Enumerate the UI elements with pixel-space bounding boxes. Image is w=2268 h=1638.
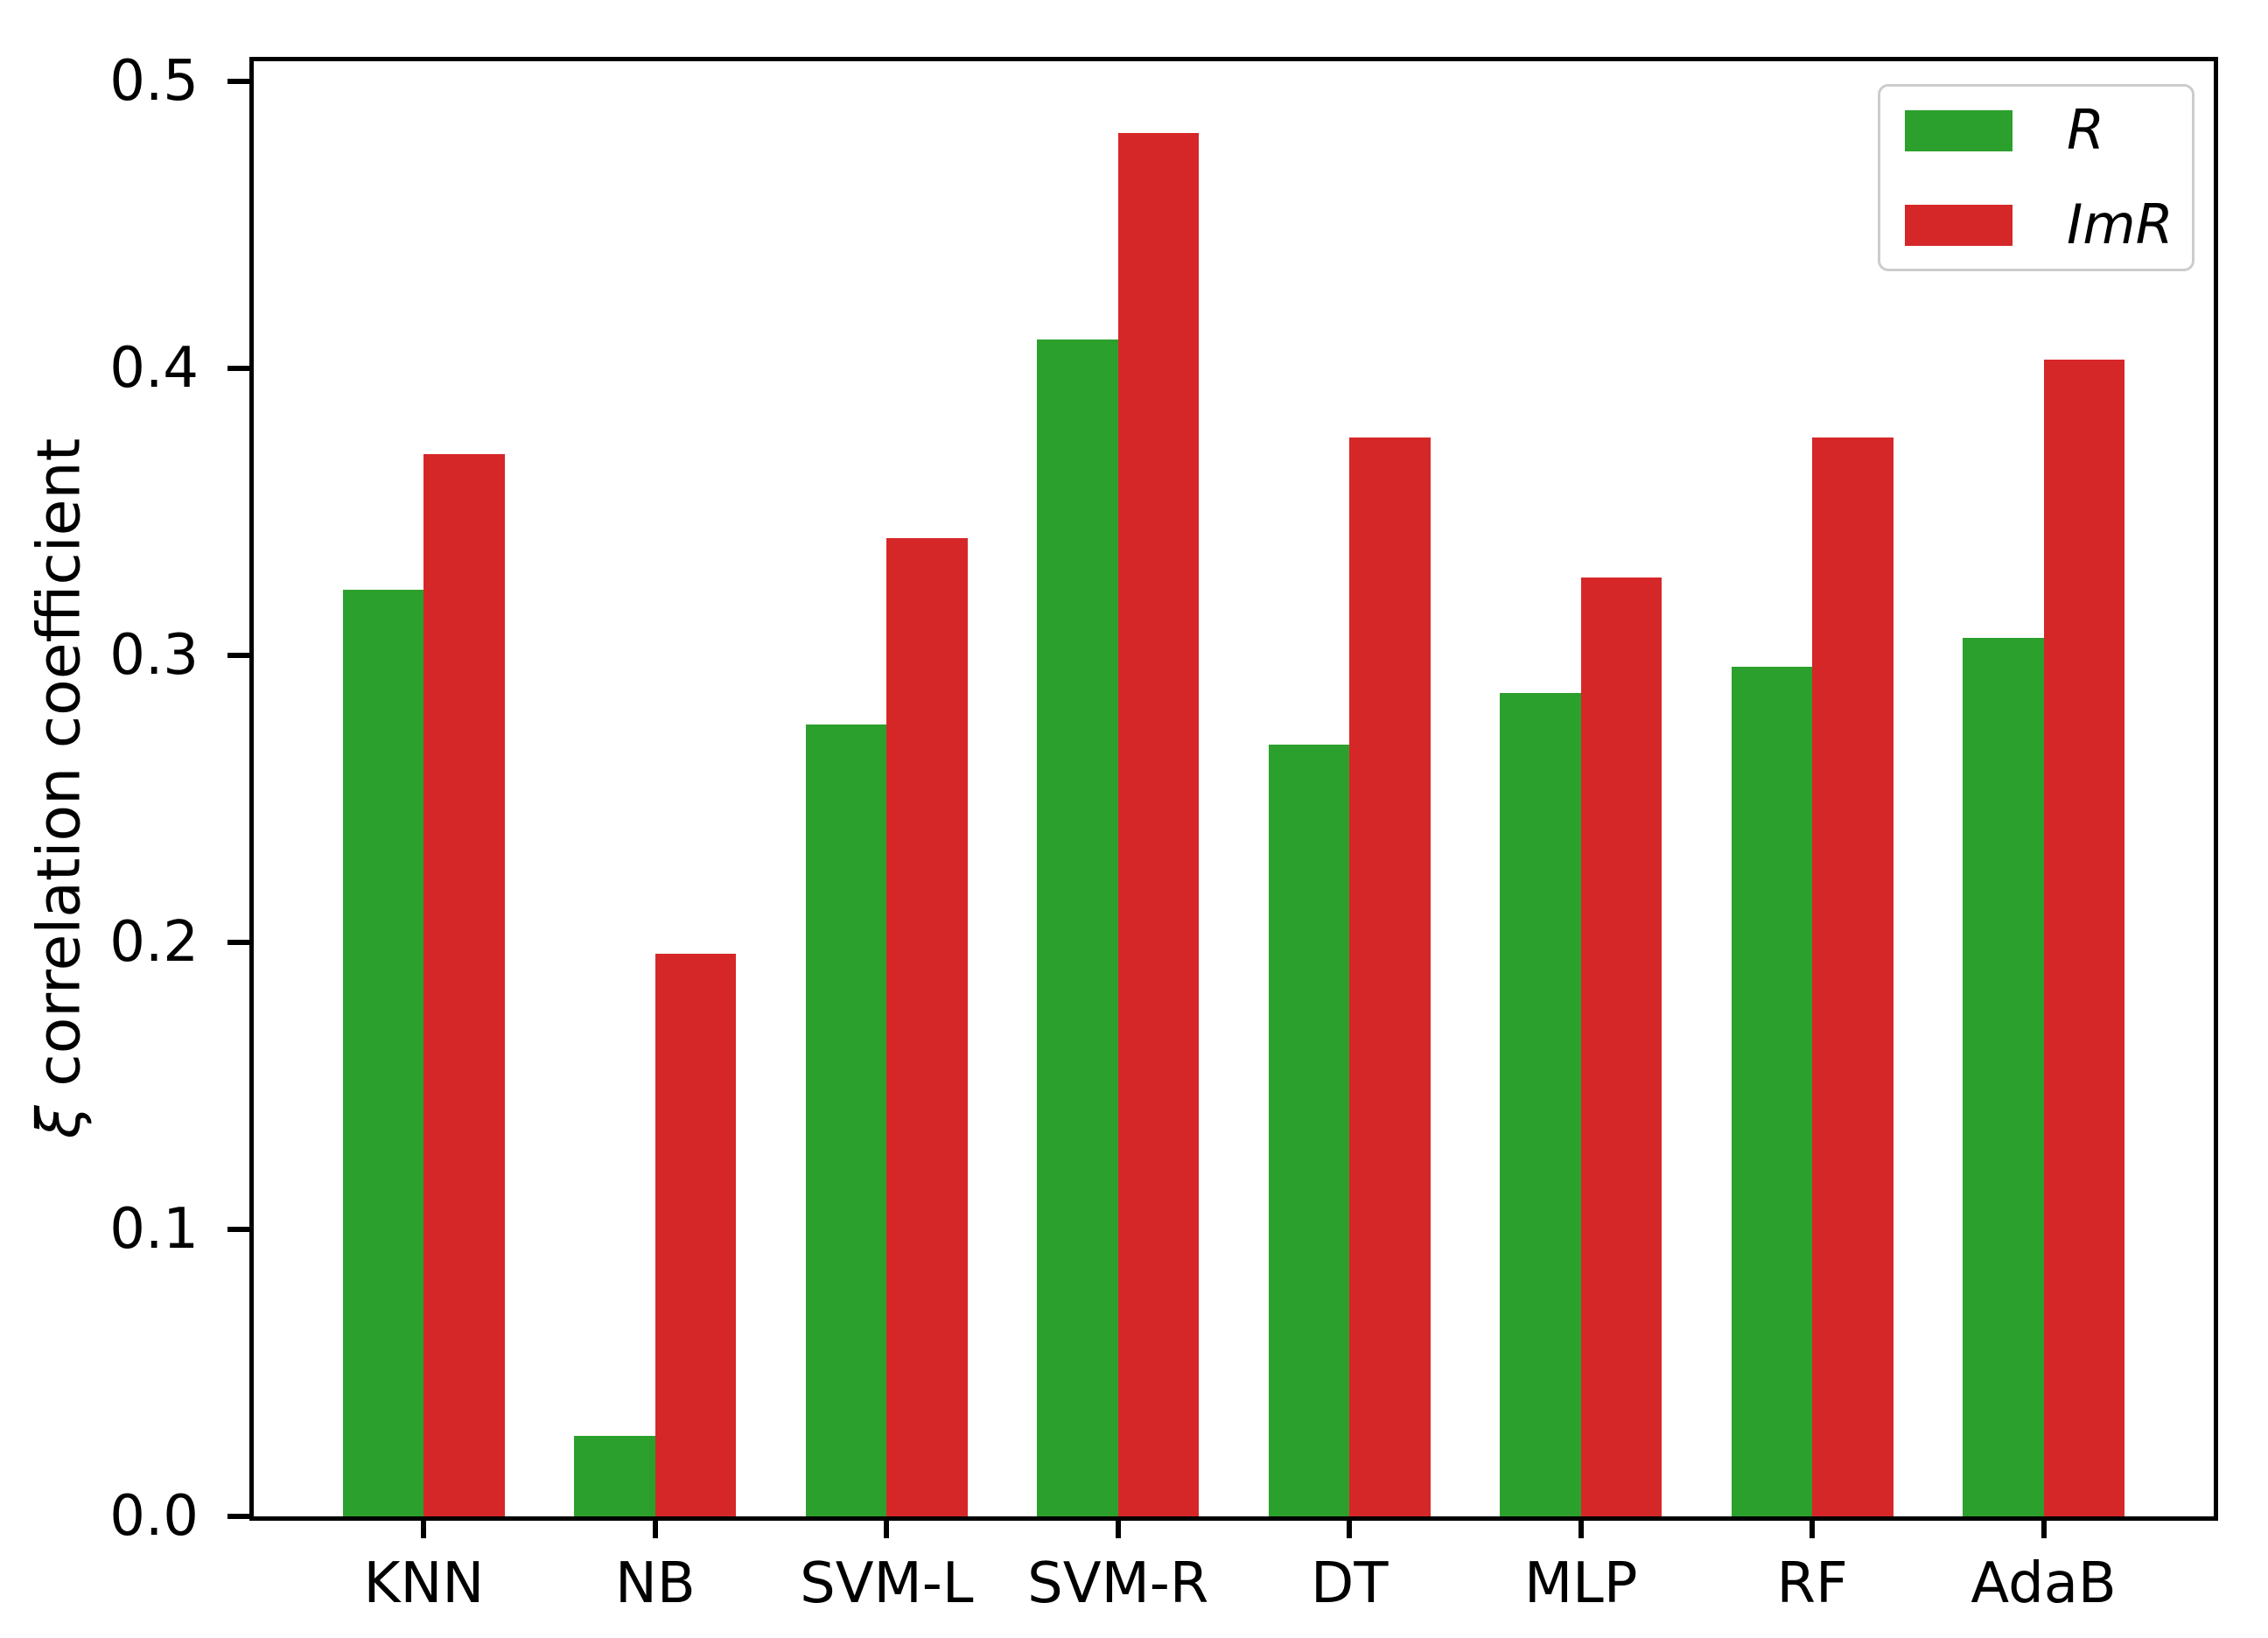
bar-ImR-NB [654, 954, 737, 1516]
legend-label-R: R [2067, 98, 2105, 162]
legend-row-ImR: ImR [1905, 198, 2174, 252]
x-tick-mark [1810, 1516, 1816, 1538]
x-tick-mark [421, 1516, 427, 1538]
x-tick-mark [2040, 1516, 2047, 1538]
bar-ImR-SVM-L [886, 537, 968, 1516]
x-tick-mark [884, 1516, 890, 1538]
legend-label-ImR: ImR [2067, 192, 2174, 256]
bar-R-RF [1731, 667, 1813, 1516]
legend: R ImR [1878, 84, 2194, 271]
x-tick-label-MLP: MLP [1523, 1551, 1638, 1616]
y-axis-label: ξ correlation coefficient [25, 438, 94, 1138]
x-tick-mark [1115, 1516, 1121, 1538]
y-tick-label: 0.0 [109, 1484, 199, 1549]
bar-ImR-KNN [424, 454, 505, 1516]
bar-ImR-MLP [1580, 578, 1662, 1516]
x-tick-label-DT: DT [1311, 1551, 1389, 1616]
x-tick-label-NB: NB [614, 1551, 696, 1616]
bar-R-KNN [342, 589, 424, 1516]
y-axis-label-xi-symbol: ξ [24, 1105, 94, 1139]
x-tick-mark [652, 1516, 658, 1538]
bar-R-MLP [1500, 692, 1581, 1516]
legend-swatch-R [1905, 109, 2012, 151]
y-tick-mark [228, 1227, 249, 1232]
bar-ImR-RF [1812, 437, 1894, 1516]
legend-swatch-ImR [1905, 204, 2012, 246]
x-tick-label-SVM-R: SVM-R [1027, 1551, 1209, 1616]
x-tick-label-AdaB: AdaB [1970, 1551, 2117, 1616]
bar-R-SVM-L [805, 724, 887, 1516]
y-tick-mark [228, 78, 249, 84]
bar-R-DT [1268, 744, 1350, 1516]
bar-R-SVM-R [1037, 340, 1118, 1516]
x-tick-label-RF: RF [1776, 1551, 1848, 1616]
bar-ImR-DT [1349, 437, 1431, 1516]
y-tick-mark [228, 939, 249, 945]
bar-R-AdaB [1963, 638, 2044, 1516]
y-tick-mark [228, 1514, 249, 1519]
y-tick-label: 0.5 [109, 48, 199, 114]
y-axis-label-text: correlation coefficient [24, 438, 94, 1106]
legend-row-R: R [1905, 103, 2167, 158]
y-tick-label: 0.3 [109, 622, 199, 688]
y-tick-mark [228, 652, 249, 658]
y-tick-mark [228, 365, 249, 371]
x-tick-label-KNN: KNN [363, 1551, 485, 1616]
bar-ImR-SVM-R [1117, 133, 1200, 1516]
x-tick-label-SVM-L: SVM-L [800, 1551, 974, 1616]
y-tick-label: 0.1 [109, 1197, 199, 1262]
plot-area: R ImR 0.0 0.1 0.2 0.3 0.4 0.5 KNN NB SVM-L SVM-R DT… [109, 52, 2218, 1614]
y-tick-label: 0.4 [109, 335, 199, 401]
x-tick-mark [1578, 1516, 1584, 1538]
x-tick-mark [1347, 1516, 1353, 1538]
bar-ImR-AdaB [2043, 360, 2125, 1516]
bar-R-NB [574, 1436, 655, 1516]
y-tick-label: 0.2 [109, 909, 199, 975]
